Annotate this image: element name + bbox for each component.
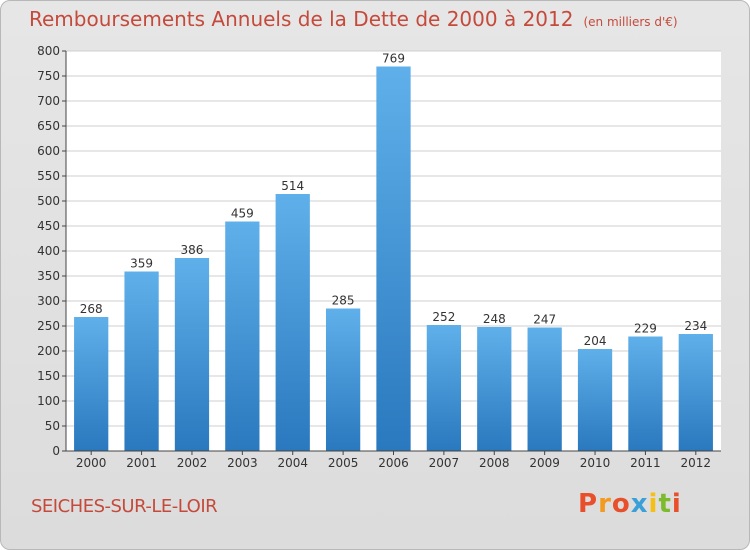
x-tick-label: 2010 [580, 456, 611, 470]
logo-letter: x [630, 489, 649, 519]
bars: 268 359 386 459 514 285 769 252 248 247 204 229 234 [74, 52, 713, 451]
y-tick-label: 450 [37, 219, 60, 233]
y-tick-label: 300 [37, 294, 60, 308]
x-tick-label: 2000 [76, 456, 107, 470]
y-tick-label: 650 [37, 119, 60, 133]
bar-2002 [174, 258, 210, 451]
bar-2003 [225, 221, 260, 451]
logo-letter: i [671, 489, 682, 519]
data-label: 248 [483, 312, 506, 326]
logo-letter: i [648, 489, 659, 519]
bar-2004 [275, 194, 310, 451]
bar-2011 [628, 336, 663, 451]
commune-name: SEICHES-SUR-LE-LOIR [31, 496, 218, 517]
y-tick-label: 200 [37, 344, 60, 358]
y-tick-label: 550 [37, 169, 60, 183]
data-label: 386 [181, 243, 204, 257]
y-tick-label: 400 [37, 244, 60, 258]
bar-2001 [124, 271, 159, 451]
x-tick-label: 2001 [126, 456, 157, 470]
bar-2010 [577, 349, 613, 451]
x-tick-label: 2008 [479, 456, 510, 470]
x-tick-label: 2011 [630, 456, 661, 470]
x-tick-label: 2004 [277, 456, 308, 470]
y-tick-label: 700 [37, 94, 60, 108]
x-tick-label: 2012 [681, 456, 712, 470]
data-label: 204 [584, 334, 607, 348]
x-tick-label: 2006 [378, 456, 409, 470]
x-tick-label: 2005 [328, 456, 359, 470]
chart-title: Remboursements Annuels de la Dette de 20… [29, 7, 678, 31]
data-label: 234 [684, 319, 707, 333]
bar-2000 [74, 317, 109, 451]
data-label: 247 [533, 313, 556, 327]
x-tick-label: 2007 [429, 456, 460, 470]
y-tick-label: 250 [37, 319, 60, 333]
data-label: 769 [382, 52, 405, 66]
y-tick-label: 150 [37, 369, 60, 383]
y-tick-label: 0 [52, 444, 60, 458]
data-label: 359 [130, 257, 153, 271]
y-tick-label: 600 [37, 144, 60, 158]
y-tick-label: 350 [37, 269, 60, 283]
x-tick-label: 2002 [177, 456, 208, 470]
chart-title-text: Remboursements Annuels de la Dette de 20… [29, 7, 574, 31]
logo-letter: o [611, 489, 631, 519]
data-label: 514 [281, 179, 304, 193]
bar-2009 [527, 327, 562, 451]
logo-letter: P [578, 489, 599, 519]
y-tick-label: 750 [37, 69, 60, 83]
data-label: 459 [231, 207, 254, 221]
bar-2007 [426, 325, 462, 451]
y-axis: 0 50 100 150 200 250 300 350 400 450 500 550 600 650 7… [37, 44, 67, 458]
y-tick-label: 800 [37, 44, 60, 58]
bar-2006 [376, 66, 411, 451]
logo-letter: t [658, 489, 672, 519]
logo-letter: r [598, 489, 612, 519]
y-tick-label: 100 [37, 394, 60, 408]
bar-2008 [477, 327, 512, 451]
x-axis: 2000 2001 2002 2003 2004 2005 2006 2007 2008 2009… [66, 450, 721, 470]
x-tick-label: 2003 [227, 456, 258, 470]
data-label: 268 [80, 302, 103, 316]
y-tick-label: 500 [37, 194, 60, 208]
x-tick-label: 2009 [529, 456, 560, 470]
chart-unit: (en milliers d'€) [583, 15, 678, 29]
data-label: 252 [432, 310, 455, 324]
bar-2012 [678, 334, 713, 451]
proxiti-logo: Proxiti [578, 489, 682, 519]
bar-2005 [325, 308, 361, 451]
data-label: 229 [634, 322, 657, 336]
y-tick-label: 50 [45, 419, 60, 433]
data-label: 285 [332, 294, 355, 308]
